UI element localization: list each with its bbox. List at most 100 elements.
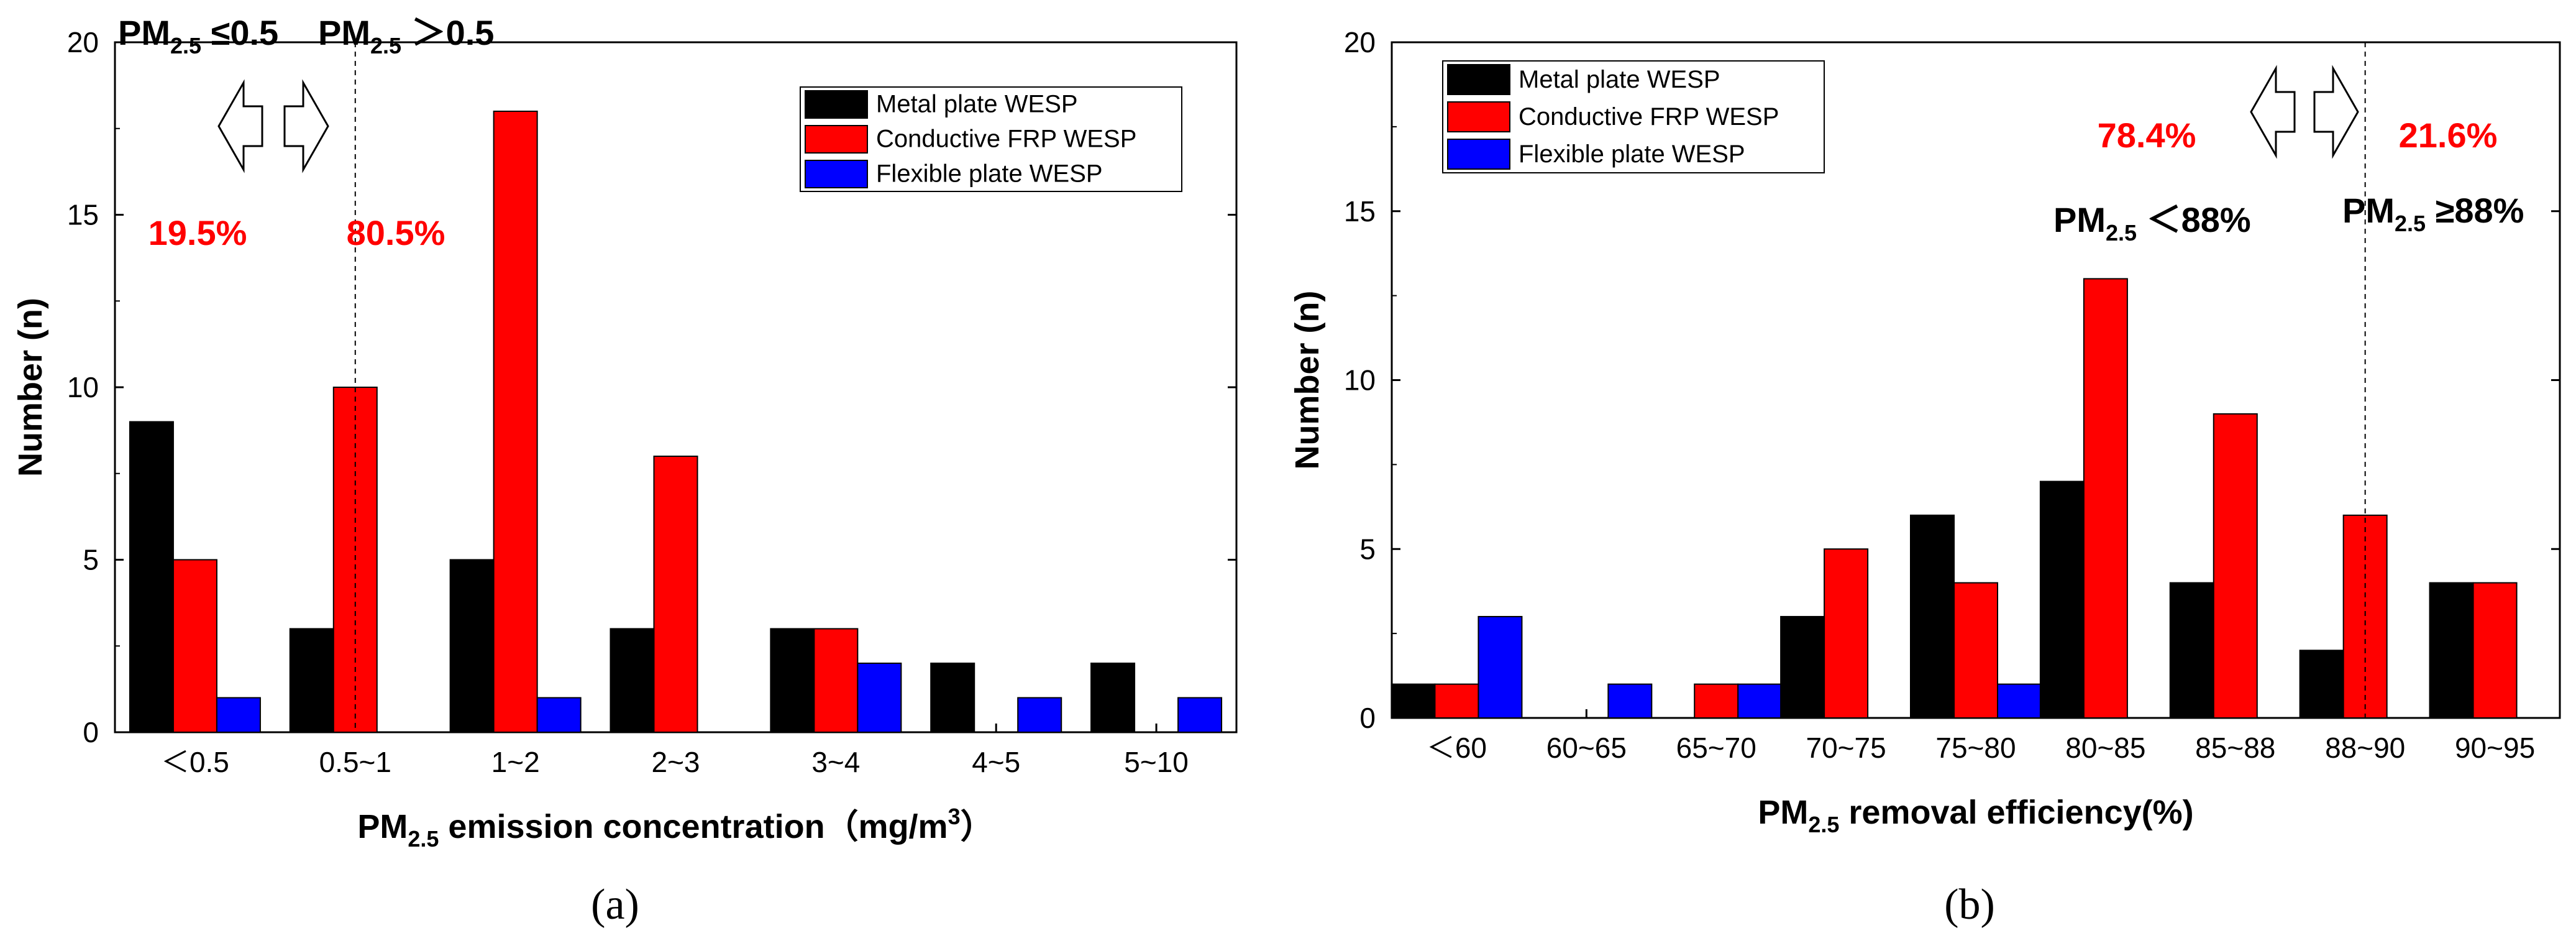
x-tick-label: 4~5: [972, 746, 1020, 778]
bar-metal: [1391, 683, 1436, 719]
threshold-label-left: PM2.5 ＜88%: [2053, 200, 2251, 246]
percent-left: 19.5%: [148, 213, 247, 252]
threshold-label-right-sub: 2.5: [2395, 211, 2426, 236]
bar-metal: [930, 663, 975, 733]
x-axis-title-pm: PM: [357, 808, 408, 845]
y-tick-label: 0: [1359, 702, 1376, 734]
arrow-right-icon: [2313, 65, 2359, 159]
arrow-left-icon: [2250, 65, 2296, 159]
x-tick-label: 3~4: [811, 746, 860, 778]
x-tick-label: 80~85: [2065, 732, 2145, 764]
x-axis-title-pm: PM: [1758, 794, 1808, 831]
bar-flexible: [216, 697, 261, 733]
bar-flexible: [1737, 683, 1783, 719]
threshold-label-left: PM2.5 ≤0.5: [118, 13, 278, 58]
legend-swatch: [805, 125, 868, 154]
legend: Metal plate WESP Conductive FRP WESP Flexi…: [800, 86, 1182, 192]
x-axis-title-sub: 2.5: [408, 826, 439, 852]
x-tick-label: 70~75: [1806, 732, 1886, 764]
arrow-left-icon: [217, 79, 263, 173]
threshold-label-right-rest: ＞0.5: [401, 13, 494, 52]
x-tick-label: 88~90: [2325, 732, 2405, 764]
legend-label: Metal plate WESP: [876, 91, 1078, 118]
x-axis-title: PM2.5 emission concentration（mg/m3）: [357, 804, 993, 852]
chart-panel-a: 0 5 10 15 20 ＜0.5 0.5~1 1~2 2~3 3~4 4~5 5~10 Number …: [12, 13, 1238, 929]
threshold-label-left-rest: ＜88%: [2137, 200, 2251, 239]
x-axis-title-rest: removal efficiency(%): [1839, 794, 2193, 831]
bar-frp: [2213, 413, 2258, 719]
x-axis-title: PM2.5 removal efficiency(%): [1758, 794, 2193, 837]
percent-right: 80.5%: [347, 213, 445, 252]
panel-caption: (b): [1944, 881, 1995, 929]
bar-flexible: [1607, 683, 1653, 719]
bar-metal: [2169, 582, 2214, 719]
x-tick-label: ＜60: [1427, 732, 1487, 764]
y-tick-label: 5: [1359, 533, 1376, 565]
chart-panel-b: 0 5 10 15 20 ＜60 60~65 65~70 70~75 75~80 80~85 85~8…: [1289, 26, 2561, 929]
threshold-label-right-sub: 2.5: [370, 33, 401, 58]
threshold-label-left-pm: PM: [2053, 200, 2106, 239]
bar-frp: [2472, 582, 2518, 719]
x-axis-title-sub: 2.5: [1808, 812, 1839, 837]
threshold-label-right-pm: PM: [2342, 191, 2395, 230]
bar-metal: [770, 628, 815, 733]
bar-metal: [2299, 650, 2344, 719]
threshold-label-right-pm: PM: [318, 13, 370, 52]
y-tick-label: 20: [67, 26, 99, 58]
bar-flexible: [857, 663, 902, 733]
bar-frp: [172, 559, 217, 733]
threshold-label-left-rest: ≤0.5: [201, 13, 278, 52]
percent-right: 21.6%: [2399, 116, 2498, 155]
bar-frp: [653, 456, 698, 733]
x-tick-label: 65~70: [1676, 732, 1756, 764]
bar-frp: [1434, 683, 1479, 719]
percent-left: 78.4%: [2098, 116, 2196, 155]
bar-flexible: [536, 697, 582, 733]
bar-metal: [449, 559, 495, 733]
bar-metal: [2039, 480, 2085, 719]
threshold-label-left-sub: 2.5: [2106, 220, 2137, 246]
y-tick-label: 15: [67, 199, 99, 231]
bar-metal: [289, 628, 334, 733]
legend-label: Flexible plate WESP: [876, 160, 1103, 188]
bar-flexible: [1997, 683, 2042, 719]
threshold-label-right: PM2.5 ≥88%: [2342, 191, 2524, 236]
legend-swatch: [805, 90, 868, 119]
x-tick-label: ＜0.5: [161, 746, 229, 778]
x-tick-label: 90~95: [2455, 732, 2535, 764]
bar-metal: [610, 628, 655, 733]
x-tick-label: 60~65: [1546, 732, 1627, 764]
x-tick-label: 5~10: [1124, 746, 1189, 778]
threshold-label-left-pm: PM: [118, 13, 170, 52]
bar-frp: [2083, 278, 2128, 719]
threshold-label-right: PM2.5 ＞0.5: [318, 13, 494, 58]
bar-metal: [1090, 663, 1136, 733]
x-tick-label: 2~3: [651, 746, 700, 778]
x-tick-label: 1~2: [491, 746, 540, 778]
bar-metal: [1780, 615, 1825, 719]
x-tick-label: 85~88: [2195, 732, 2275, 764]
x-tick-label: 0.5~1: [319, 746, 391, 778]
bar-metal: [2429, 582, 2474, 719]
y-tick-label: 0: [83, 716, 99, 748]
bar-flexible: [1177, 697, 1223, 733]
legend-label: Conductive FRP WESP: [1519, 103, 1779, 131]
y-axis-title: Number (n): [12, 298, 49, 477]
bar-frp: [1694, 683, 1739, 719]
bar-flexible: [1017, 697, 1062, 733]
bar-metal: [1910, 514, 1955, 719]
bar-flexible: [1478, 615, 1523, 719]
y-tick-label: 10: [67, 371, 99, 403]
x-axis-title-rest: emission concentration（mg/m: [439, 808, 948, 845]
x-tick-label: 75~80: [1935, 732, 2016, 764]
panel-caption: (a): [591, 881, 639, 929]
arrow-right-icon: [283, 79, 329, 173]
bar-frp: [1953, 582, 1998, 719]
legend-label: Flexible plate WESP: [1519, 140, 1745, 168]
legend-swatch: [805, 160, 868, 188]
threshold-label-left-sub: 2.5: [170, 33, 201, 58]
legend-label: Metal plate WESP: [1519, 66, 1720, 93]
bar-frp: [493, 111, 538, 733]
legend-label: Conductive FRP WESP: [876, 126, 1136, 153]
x-axis-title-end: ）: [961, 808, 994, 845]
